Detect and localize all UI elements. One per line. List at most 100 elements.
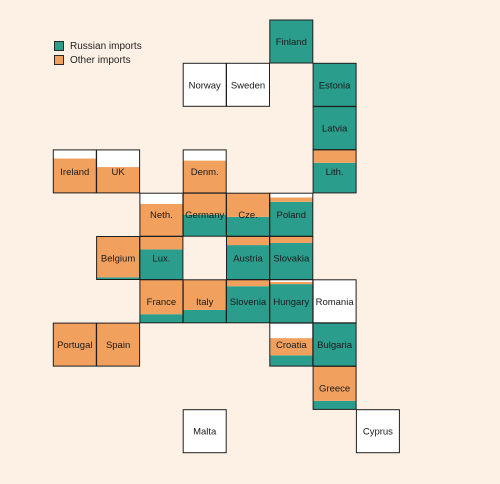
tile-poland: Poland bbox=[269, 192, 314, 237]
bar-russian-france bbox=[139, 314, 183, 323]
bar-russian-estonia bbox=[313, 63, 357, 107]
bar-russian-germany bbox=[183, 214, 227, 237]
bar-other-croatia bbox=[269, 338, 313, 356]
bar-other-greece bbox=[313, 366, 357, 401]
tile-label-hungary: Hungary bbox=[273, 297, 309, 308]
bar-other-cze bbox=[226, 193, 270, 217]
tile-slovenia: Slovenia bbox=[226, 279, 270, 324]
bar-russian-finland bbox=[269, 20, 313, 63]
tile-label-cze: Cze. bbox=[238, 210, 258, 221]
tile-label-lith: Lith. bbox=[326, 167, 344, 178]
tile-label-italy: Italy bbox=[196, 297, 214, 308]
tile-label-ireland: Ireland bbox=[60, 167, 89, 178]
tile-label-sweden: Sweden bbox=[231, 80, 265, 91]
tile-border bbox=[312, 149, 357, 194]
bar-russian-bulgaria bbox=[313, 323, 357, 367]
tile-label-croatia: Croatia bbox=[276, 340, 307, 351]
tile-label-austria: Austria bbox=[233, 254, 263, 265]
bar-other-neth bbox=[139, 203, 183, 237]
tile-label-portugal: Portugal bbox=[57, 340, 92, 351]
tile-cyprus: Cyprus bbox=[355, 409, 400, 454]
bar-other-uk bbox=[96, 167, 140, 193]
legend-swatch-russian bbox=[54, 41, 64, 51]
legend-label-russian: Russian imports bbox=[70, 40, 142, 52]
legend-swatch-other bbox=[54, 55, 64, 65]
tile-label-lux: Lux. bbox=[152, 254, 170, 265]
tile-sweden: Sweden bbox=[226, 62, 270, 107]
tile-lux: Lux. bbox=[139, 236, 184, 280]
bar-other-lith bbox=[313, 149, 357, 163]
legend-label-other: Other imports bbox=[70, 54, 131, 66]
bar-other-belgium bbox=[96, 236, 140, 278]
tile-label-neth: Neth. bbox=[150, 210, 173, 221]
tile-cze: Cze. bbox=[226, 192, 270, 237]
tile-background bbox=[183, 63, 227, 107]
tile-border bbox=[269, 19, 314, 64]
bar-other-ireland bbox=[53, 158, 97, 193]
legend-item-russian: Russian imports bbox=[54, 39, 142, 53]
bar-other-austria bbox=[226, 236, 270, 246]
tile-romania: Romania bbox=[312, 279, 357, 324]
bar-russian-poland bbox=[269, 201, 313, 237]
tile-belgium: Belgium bbox=[96, 236, 141, 280]
tile-label-greece: Greece bbox=[319, 383, 350, 394]
tile-label-germany: Germany bbox=[185, 210, 224, 221]
tile-france: France bbox=[139, 279, 184, 324]
tile-greece: Greece bbox=[312, 365, 357, 410]
tile-border bbox=[312, 365, 357, 410]
tile-border bbox=[226, 62, 270, 107]
tile-hungary: Hungary bbox=[269, 279, 314, 324]
tile-lith: Lith. bbox=[312, 149, 357, 194]
tile-border bbox=[182, 409, 227, 454]
bar-russian-hungary bbox=[269, 284, 313, 323]
bar-other-spain bbox=[96, 323, 140, 367]
tile-italy: Italy bbox=[182, 279, 227, 324]
tile-portugal: Portugal bbox=[52, 322, 97, 367]
tile-croatia: Croatia bbox=[269, 322, 314, 367]
tile-label-spain: Spain bbox=[106, 340, 130, 351]
tile-label-uk: UK bbox=[111, 167, 125, 178]
tile-border bbox=[355, 409, 400, 454]
bar-russian-austria bbox=[226, 245, 270, 280]
tile-label-malta: Malta bbox=[193, 427, 217, 438]
tile-background bbox=[313, 279, 357, 323]
tile-label-france: France bbox=[147, 297, 177, 308]
bar-russian-belgium bbox=[96, 277, 140, 280]
tile-norway: Norway bbox=[182, 62, 227, 107]
bar-russian-slovenia bbox=[226, 286, 270, 323]
tile-label-slovenia: Slovenia bbox=[230, 297, 267, 308]
tile-label-slovakia: Slovakia bbox=[273, 254, 310, 265]
bar-russian-lux bbox=[139, 249, 183, 280]
tile-label-latvia: Latvia bbox=[322, 124, 348, 135]
tile-label-poland: Poland bbox=[277, 210, 307, 221]
bar-russian-greece bbox=[313, 400, 357, 410]
bar-russian-italy bbox=[183, 309, 227, 323]
tile-germany: Germany bbox=[182, 192, 227, 237]
bar-russian-croatia bbox=[269, 355, 313, 367]
tile-label-cyprus: Cyprus bbox=[363, 427, 393, 438]
tile-malta: Malta bbox=[182, 409, 227, 454]
bar-russian-latvia bbox=[313, 106, 357, 150]
bar-other-hungary bbox=[269, 281, 313, 285]
tile-background bbox=[226, 63, 270, 107]
tile-ireland: Ireland bbox=[52, 149, 97, 194]
tile-bulgaria: Bulgaria bbox=[312, 322, 357, 367]
bar-other-slovakia bbox=[269, 236, 313, 243]
legend-item-other: Other imports bbox=[54, 53, 142, 67]
bar-other-portugal bbox=[53, 323, 97, 367]
bar-russian-lith bbox=[313, 162, 357, 193]
tile-latvia: Latvia bbox=[312, 106, 357, 151]
tile-background bbox=[183, 409, 227, 453]
tile-label-finland: Finland bbox=[276, 37, 307, 48]
tile-border bbox=[96, 149, 141, 194]
bar-other-poland bbox=[269, 197, 313, 202]
tile-spain: Spain bbox=[96, 322, 141, 367]
bar-other-france bbox=[139, 279, 183, 315]
legend: Russian imports Other imports bbox=[54, 39, 142, 67]
tile-label-estonia: Estonia bbox=[319, 80, 351, 91]
bar-russian-slovakia bbox=[269, 242, 313, 280]
tile-border bbox=[96, 322, 141, 367]
tile-neth: Neth. bbox=[139, 192, 184, 237]
